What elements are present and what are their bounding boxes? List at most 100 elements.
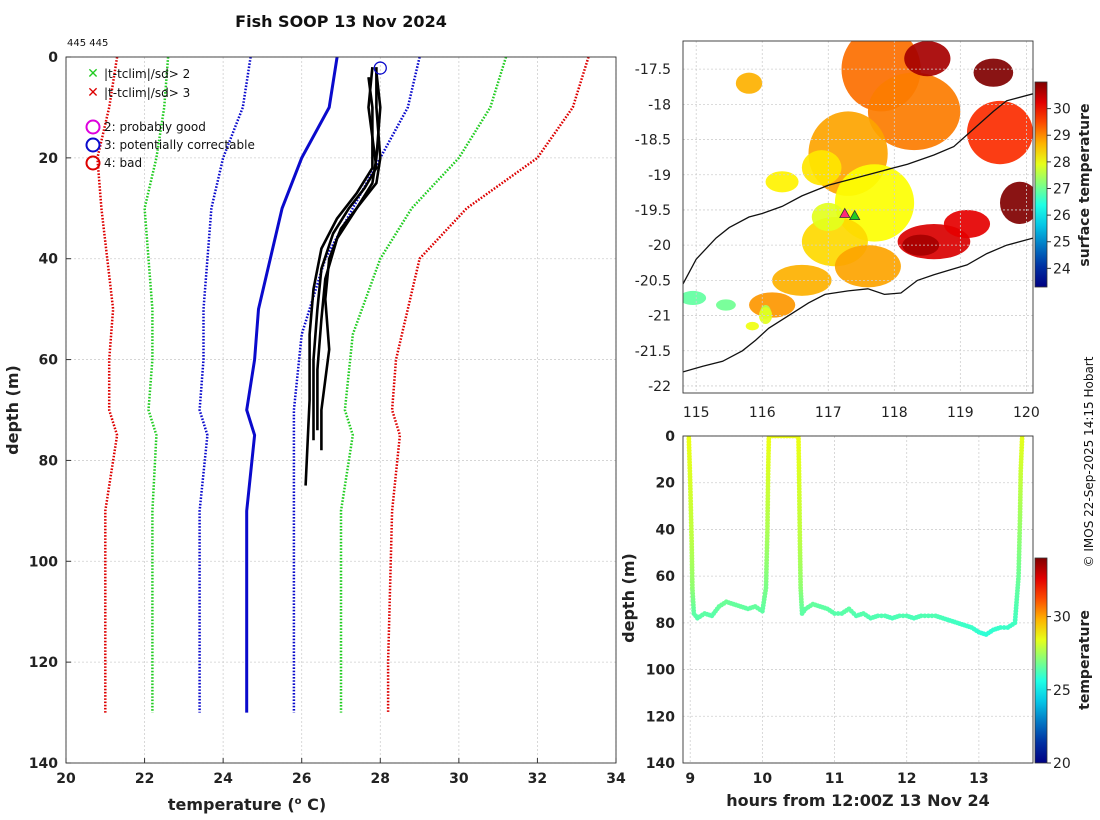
cast-3-line — [304, 77, 374, 486]
map-x-tick-label: 119 — [947, 405, 974, 421]
legend-green-x-icon: ✕ — [87, 66, 99, 82]
temperature-colorbar — [1034, 557, 1048, 764]
depth-time-y-tick-label: 120 — [646, 709, 675, 725]
map-x-tick-label: 116 — [749, 405, 776, 421]
profile-gridlines — [65, 56, 617, 764]
depth-time-y-axis-label: depth (m) — [619, 553, 638, 643]
cast-4-line — [320, 67, 382, 451]
map-y-tick-label: -20.5 — [635, 273, 671, 289]
legend-magenta-circle-icon — [85, 119, 101, 135]
sst-patch — [999, 181, 1033, 225]
sst-colorbar-tick-label: 26 — [1053, 208, 1071, 224]
profile-x-tick-label: 26 — [292, 771, 311, 787]
sst-patch — [834, 245, 901, 288]
sst-colorbar-tick-label: 30 — [1053, 102, 1071, 118]
sst-patch — [867, 72, 961, 151]
depth-time-point — [1001, 625, 1007, 630]
legend-flag-3-label: 3: potentially correctable — [104, 138, 255, 152]
depth-time-point — [925, 613, 931, 619]
depth-time-axes-frame — [682, 435, 1034, 764]
shelf-contour-line — [683, 93, 1033, 285]
profile-x-tick-label: 22 — [135, 771, 154, 787]
sst-patch — [758, 307, 773, 325]
depth-time-x-tick-label: 13 — [969, 771, 988, 787]
temperature-colorbar-tick-label: 20 — [1053, 756, 1071, 772]
profile-y-tick-label: 60 — [39, 353, 59, 369]
depth-time-y-tick-label: 40 — [656, 522, 676, 538]
ship-positions — [839, 207, 861, 220]
profile-id-label: 445 445 — [67, 38, 108, 49]
sst-colorbar-tick-label: 24 — [1053, 261, 1071, 277]
profile-x-tick-label: 32 — [528, 771, 547, 787]
profile-y-tick-label: 40 — [39, 252, 59, 268]
depth-time-point — [1019, 436, 1025, 439]
depth-time-y-tick-label: 80 — [656, 616, 676, 632]
sst-patch — [904, 41, 951, 77]
figure-title: Fish SOOP 13 Nov 2024 — [235, 12, 447, 31]
depth-time-point — [918, 613, 924, 619]
legend-flag-2-label: 2: probably good — [104, 120, 206, 134]
map-y-tick-label: -22 — [648, 379, 671, 395]
profile-y-tick-label: 120 — [29, 655, 58, 671]
depth-time-x-tick-label: 12 — [897, 771, 916, 787]
legend-red-circle-icon — [85, 155, 101, 171]
map-contours — [683, 93, 1033, 373]
depth-time-y-tick-label: 100 — [646, 663, 675, 679]
clim-mean-line — [245, 57, 339, 713]
profile-x-tick-label: 34 — [606, 771, 626, 787]
sst-patch — [973, 58, 1014, 87]
clim-1sd-low-line — [198, 57, 252, 713]
flag-circle-marker — [373, 61, 387, 75]
sst-colorbar-tick-label: 25 — [1053, 235, 1071, 251]
depth-time-point — [875, 613, 881, 619]
map-y-tick-label: -18 — [648, 97, 671, 113]
clim-2sd-high-line — [339, 57, 508, 713]
map-y-tick-label: -18.5 — [635, 133, 671, 149]
cast-1-line — [312, 66, 378, 441]
map-y-tick-label: -19.5 — [635, 203, 671, 219]
sst-patch — [801, 150, 842, 186]
map-x-tick-label: 115 — [683, 405, 710, 421]
depth-time-y-tick-label: 20 — [656, 476, 676, 492]
profile-y-tick-label: 140 — [29, 756, 58, 772]
profile-y-tick-label: 100 — [29, 554, 58, 570]
clim-3sd-high-line — [386, 57, 590, 713]
profile-ticks: 20 22 24 26 28 30 32 34 0 20 40 60 80 100 120 140 — [29, 50, 626, 787]
profile-x-tick-label: 24 — [213, 771, 233, 787]
map-y-tick-label: -20 — [648, 238, 671, 254]
temperature-colorbar-label: temperature — [1077, 610, 1093, 710]
legend-red-x-label: |t-tclim|/sd> 3 — [104, 86, 190, 100]
profile-legend: ✕ |t-tclim|/sd> 2 ✕ |t-tclim|/sd> 3 2: p… — [85, 66, 255, 171]
sst-patch — [749, 292, 796, 318]
profile-axes-frame — [65, 56, 617, 764]
sst-patch — [966, 100, 1033, 165]
temperature-colorbar-tick-label: 30 — [1053, 610, 1071, 626]
sst-colorbar-tick-label: 28 — [1053, 155, 1071, 171]
legend-blue-circle-icon — [85, 137, 101, 153]
depth-time-point — [835, 611, 841, 616]
sst-colorbar-tick-label: 27 — [1053, 181, 1071, 197]
sst-map-chart: 115 116 117 118 119 120 -17.5 -18 -18.5 -19 -19.5 -… — [635, 40, 1093, 421]
profile-y-tick-label: 20 — [39, 151, 59, 167]
sst-colorbar — [1034, 81, 1048, 288]
depth-time-x-tick-label: 10 — [753, 771, 773, 787]
temperature-casts — [304, 66, 382, 486]
profile-x-axis-label: temperature (o C) — [168, 795, 326, 814]
profile-chart: 20 22 24 26 28 30 32 34 0 20 40 60 80 100 120 140 tempe… — [3, 50, 626, 814]
sst-patch — [765, 171, 799, 193]
depth-time-y-tick-label: 140 — [646, 756, 675, 772]
clim-1sd-high-line — [292, 57, 421, 713]
sst-patch — [735, 72, 763, 94]
map-ticks: 115 116 117 118 119 120 -17.5 -18 -18.5 -19 -19.5 -… — [635, 62, 1040, 421]
depth-time-point — [879, 613, 884, 619]
credit-label: © IMOS 22-Sep-2025 14:15 Hobart — [1082, 356, 1096, 567]
profile-y-tick-label: 80 — [39, 453, 59, 469]
map-axes-frame — [682, 40, 1034, 394]
depth-time-y-tick-label: 0 — [665, 429, 675, 445]
sst-patch — [683, 290, 707, 305]
map-y-tick-label: -21.5 — [635, 344, 671, 360]
sst-patch — [745, 321, 759, 331]
depth-time-point — [998, 625, 1003, 630]
depth-time-y-tick-label: 60 — [656, 569, 676, 585]
depth-time-x-axis-label: hours from 12:00Z 13 Nov 24 — [726, 791, 989, 810]
